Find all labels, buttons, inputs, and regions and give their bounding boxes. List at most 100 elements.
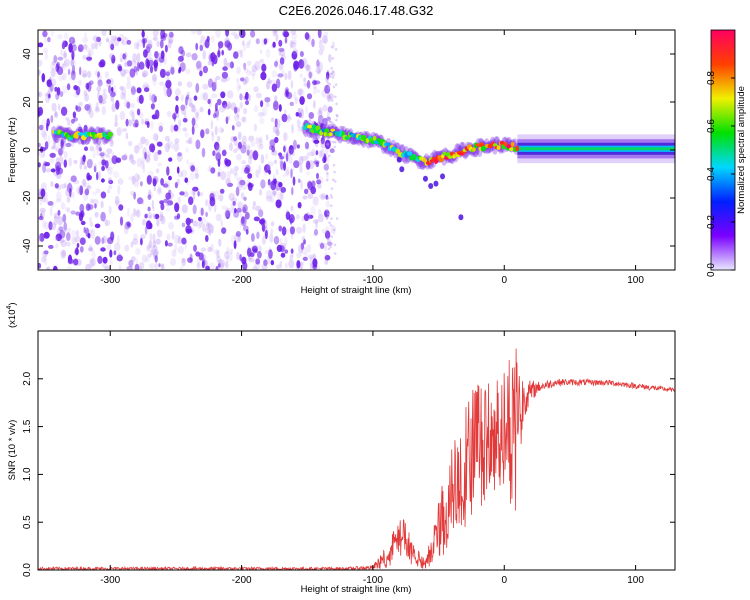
- noise-blob: [54, 111, 59, 119]
- noise-blob: [102, 235, 107, 244]
- noise-blob: [245, 164, 251, 173]
- spectrogram-y-tick-label: 20: [22, 96, 33, 108]
- noise-blob: [62, 40, 68, 48]
- noise-blob: [117, 37, 122, 42]
- noise-blob: [281, 226, 287, 236]
- spectrogram-x-tick-label: -100: [363, 275, 383, 286]
- noise-blob: [65, 142, 72, 148]
- noise-blob: [152, 176, 159, 184]
- noise-blob: [71, 236, 77, 245]
- noise-blob: [262, 235, 266, 245]
- noise-blob: [239, 254, 242, 262]
- ridge-blob: [509, 147, 514, 152]
- noise-blob: [212, 113, 217, 119]
- colorbar-tick-label: 0.6: [706, 119, 717, 133]
- noise-blob: [179, 62, 186, 72]
- noise-blob: [274, 95, 278, 103]
- noise-blob: [271, 83, 278, 92]
- noise-blob: [285, 166, 290, 175]
- noise-blob: [216, 135, 221, 142]
- noise-blob: [166, 166, 170, 176]
- noise-blob: [271, 145, 276, 153]
- noise-blob: [283, 145, 286, 153]
- noise-blob: [326, 215, 330, 219]
- noise-blob: [201, 147, 206, 158]
- noise-blob: [83, 43, 87, 50]
- noise-blob: [63, 151, 68, 159]
- noise-blob: [113, 250, 117, 256]
- noise-blob: [279, 159, 284, 165]
- noise-blob: [174, 234, 180, 244]
- noise-blob: [284, 249, 289, 254]
- noise-blob: [60, 49, 63, 56]
- noise-blob: [151, 93, 157, 104]
- noise-blob: [299, 88, 305, 99]
- noise-blob: [57, 56, 64, 61]
- noise-blob: [219, 188, 225, 194]
- noise-blob: [296, 144, 300, 149]
- noise-blob: [192, 191, 196, 200]
- noise-blob: [222, 66, 228, 71]
- noise-blob: [286, 116, 292, 121]
- noise-blob: [225, 30, 230, 37]
- noise-blob: [165, 207, 171, 212]
- ridge-core: [517, 147, 675, 151]
- noise-blob: [240, 144, 247, 154]
- noise-blob: [194, 173, 199, 180]
- snr-panel: -300 -200 -100 0 100 0.0 0.5 1.0 1.5 2.0 Height …: [6, 302, 676, 595]
- noise-blob: [295, 112, 299, 117]
- noise-blob: [71, 50, 75, 61]
- noise-blob: [108, 177, 112, 184]
- noise-blob: [195, 42, 198, 51]
- noise-blob: [233, 165, 240, 172]
- noise-blob: [89, 198, 95, 203]
- noise-blob: [260, 179, 266, 189]
- noise-blob: [133, 233, 138, 241]
- noise-blob: [299, 51, 304, 57]
- noise-blob: [143, 87, 150, 93]
- noise-blob: [57, 103, 61, 111]
- noise-blob: [252, 150, 259, 161]
- noise-blob: [300, 180, 303, 190]
- noise-blob: [269, 79, 273, 85]
- noise-blob: [95, 144, 99, 152]
- noise-blob: [39, 153, 43, 158]
- noise-blob: [208, 53, 215, 63]
- noise-blob: [284, 72, 288, 81]
- noise-blob: [248, 149, 254, 160]
- noise-blob: [108, 39, 113, 49]
- noise-blob: [257, 143, 260, 149]
- noise-blob: [173, 124, 179, 132]
- snr-frame: [37, 330, 676, 571]
- noise-blob: [190, 104, 196, 113]
- noise-blob: [145, 256, 150, 263]
- noise-blob: [313, 160, 320, 165]
- noise-blob: [97, 90, 100, 101]
- noise-blob: [129, 110, 134, 117]
- noise-blob: [321, 44, 325, 52]
- noise-blob: [149, 232, 153, 242]
- noise-blob: [143, 82, 149, 90]
- noise-blob: [297, 88, 303, 96]
- noise-blob: [87, 232, 91, 239]
- noise-blob: [224, 251, 230, 260]
- noise-blob: [166, 70, 173, 75]
- noise-blob: [156, 229, 163, 238]
- noise-blob: [164, 44, 168, 53]
- noise-blob: [315, 80, 321, 85]
- noise-blob: [126, 101, 131, 109]
- noise-blob: [92, 191, 98, 196]
- noise-blob: [96, 143, 101, 150]
- noise-blob: [302, 256, 308, 261]
- noise-blob: [66, 266, 73, 270]
- noise-blob: [141, 30, 145, 38]
- noise-blob: [233, 240, 237, 250]
- noise-blob: [109, 156, 112, 166]
- noise-blob: [38, 70, 42, 75]
- noise-blob: [304, 32, 310, 40]
- noise-blob: [72, 111, 77, 119]
- noise-blob: [189, 171, 195, 181]
- noise-blob: [275, 58, 279, 65]
- noise-blob: [308, 112, 315, 119]
